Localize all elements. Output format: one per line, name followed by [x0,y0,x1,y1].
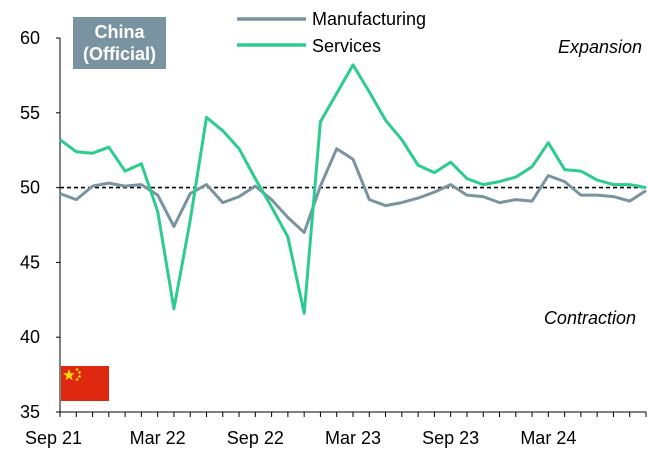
x-tick-label: Mar 22 [130,428,186,448]
y-tick-label: 50 [20,178,40,198]
x-tick-label: Mar 24 [520,428,576,448]
y-tick-label: 45 [20,252,40,272]
y-tick-label: 60 [20,28,40,48]
y-tick-label: 40 [20,327,40,347]
y-axis: 35 40 45 50 55 60 [20,28,61,422]
x-tick-label: Sep 23 [422,428,479,448]
x-tick-label: Sep 21 [25,428,82,448]
legend: Manufacturing Services [237,9,426,56]
x-axis: Sep 21 Mar 22 Sep 22 Mar 23 Sep 23 Mar 24 [25,411,647,448]
series-line-manufacturing [59,147,647,234]
china-official-badge: China (Official) [73,17,166,69]
x-tick-label: Sep 22 [227,428,284,448]
expansion-annotation: Expansion [558,37,642,57]
badge-title-line1: China [94,22,145,42]
china-flag-icon [61,366,109,401]
series-lines [59,63,647,315]
y-tick-label: 35 [20,402,40,422]
legend-label-services: Services [312,36,381,56]
contraction-annotation: Contraction [544,308,636,328]
badge-title-line2: (Official) [83,44,156,64]
series-line-services [59,63,647,315]
x-tick-label: Mar 23 [325,428,381,448]
y-tick-label: 55 [20,103,40,123]
legend-label-manufacturing: Manufacturing [312,9,426,29]
